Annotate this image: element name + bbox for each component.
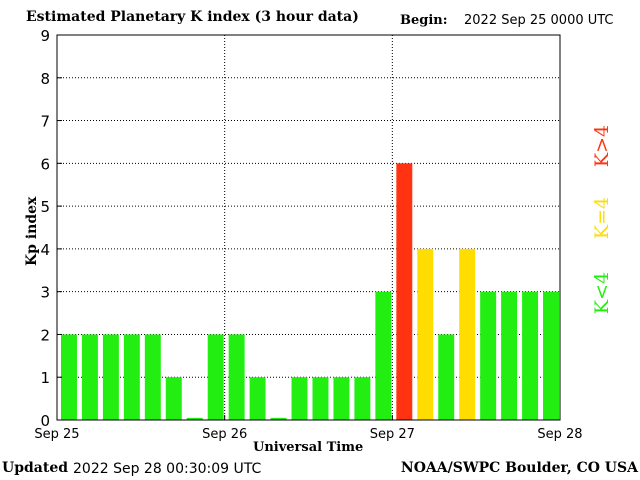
- y-tick-label: 8: [40, 70, 50, 88]
- y-axis-label: Kp index: [24, 196, 40, 266]
- kp-bar: [480, 291, 497, 420]
- kp-bar: [312, 377, 329, 420]
- x-tick-label: Sep 27: [370, 427, 415, 442]
- kp-bar: [543, 291, 559, 420]
- credit-text: NOAA/SWPC Boulder, CO USA: [400, 460, 638, 476]
- kp-bar: [102, 334, 119, 420]
- kp-bar: [144, 334, 161, 420]
- kp-bar: [81, 334, 98, 420]
- kp-bar: [270, 417, 287, 420]
- k-legend: K<4 K=4 K>4: [591, 125, 613, 314]
- begin-label: Begin:: [400, 13, 448, 28]
- kp-bar: [459, 248, 476, 420]
- y-tick-label: 6: [40, 155, 50, 173]
- kp-bar: [61, 334, 77, 420]
- y-tick-label: 1: [40, 369, 50, 387]
- chart-title: Estimated Planetary K index (3 hour data…: [26, 9, 359, 25]
- kp-bar: [417, 248, 434, 420]
- grid-lines: [57, 35, 560, 420]
- legend-item: K>4: [591, 125, 613, 167]
- y-tick-label: 2: [40, 326, 50, 344]
- legend-item: K=4: [591, 197, 613, 239]
- kp-bar: [438, 334, 455, 420]
- y-tick-label: 0: [40, 412, 50, 430]
- kp-bar: [123, 334, 140, 420]
- kp-bar: [396, 163, 413, 421]
- kp-bar: [501, 291, 518, 420]
- kp-bar: [522, 291, 539, 420]
- kp-bar: [165, 377, 182, 420]
- y-tick-label: 3: [40, 284, 50, 302]
- y-ticks: 0 1 2 3 4 5 6 7 8 9: [40, 27, 62, 430]
- y-tick-label: 5: [40, 198, 50, 216]
- kp-bar: [354, 377, 371, 420]
- x-tick-label: Sep 28: [537, 427, 582, 442]
- kp-bar: [228, 334, 245, 420]
- kp-bar: [333, 377, 350, 420]
- kp-bar: [207, 334, 224, 420]
- kp-bar: [186, 417, 203, 420]
- legend-item: K<4: [591, 272, 613, 314]
- y-tick-label: 9: [40, 27, 50, 45]
- kp-bar: [291, 377, 308, 420]
- y-tick-label: 7: [40, 113, 50, 131]
- bars: [61, 163, 559, 421]
- kp-bar: [249, 377, 266, 420]
- updated-label: Updated: [2, 460, 69, 476]
- updated-value: 2022 Sep 28 00:30:09 UTC: [73, 461, 262, 477]
- begin-value: 2022 Sep 25 0000 UTC: [464, 13, 614, 28]
- plot-frame: [56, 34, 561, 421]
- x-axis-label: Universal Time: [253, 440, 364, 455]
- kp-bar: [375, 291, 392, 420]
- x-tick-label: Sep 26: [202, 427, 247, 442]
- y-tick-label: 4: [40, 241, 50, 259]
- x-tick-label: Sep 25: [34, 427, 79, 442]
- x-ticks: Sep 25 Sep 26 Sep 27 Sep 28: [34, 415, 583, 442]
